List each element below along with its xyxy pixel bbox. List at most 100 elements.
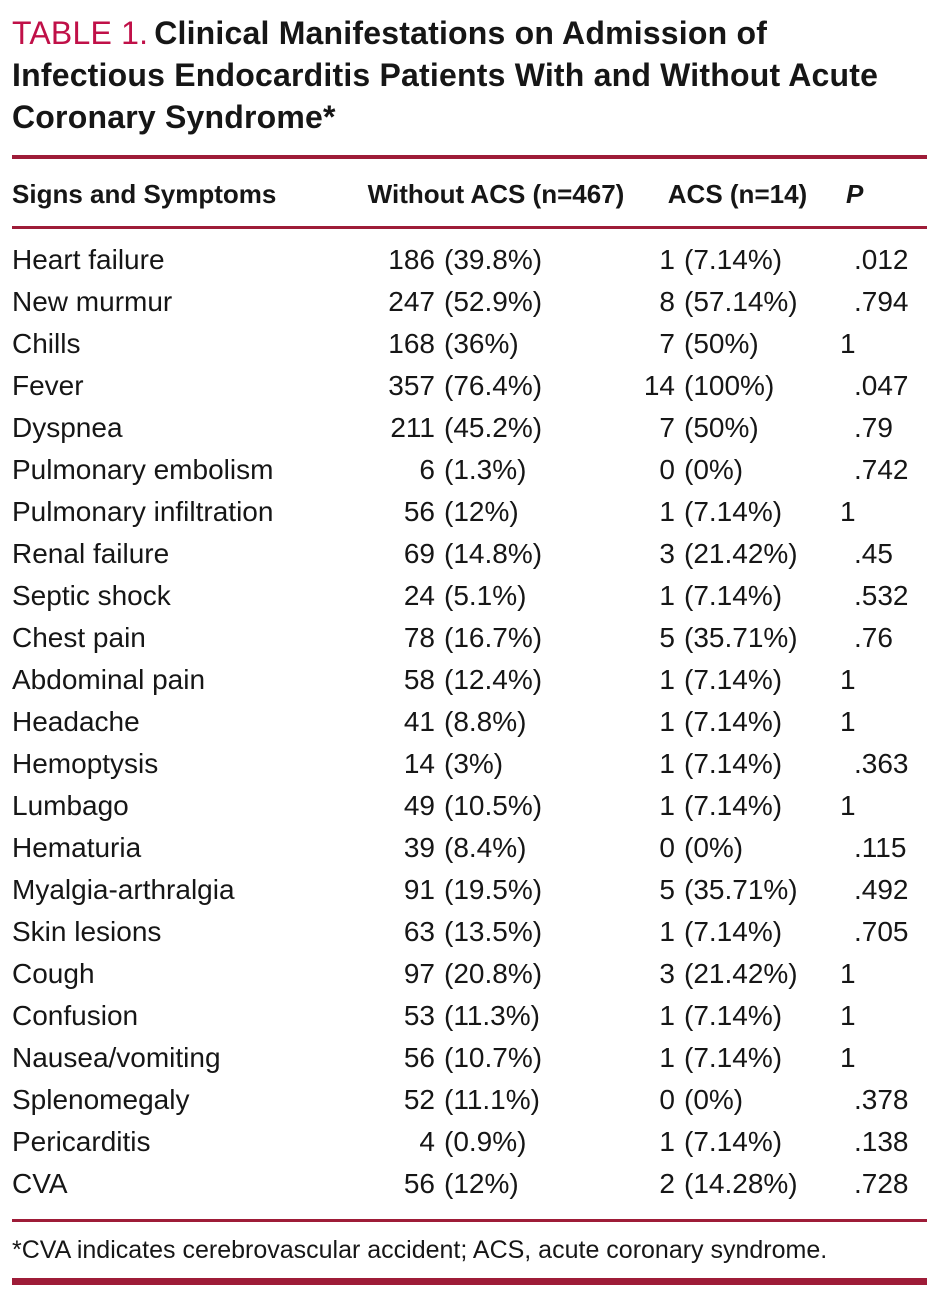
without-acs-count: 168: [388, 327, 435, 359]
p-value-cell: 1: [840, 659, 927, 701]
acs-percent: (57.14%): [684, 285, 798, 317]
acs-percent: (7.14%): [684, 915, 783, 947]
without-acs-cell: 357 (76.4%): [357, 365, 635, 407]
table-row: Headache 41 (8.8%) 1 (7.14%) 1: [12, 701, 927, 743]
p-value-cell: 1: [840, 1037, 927, 1079]
sign-label: Hematuria: [12, 831, 142, 863]
acs-cell: 0 (0%): [635, 827, 840, 869]
sign-cell: Pulmonary embolism: [12, 449, 357, 491]
sign-cell: New murmur: [12, 281, 357, 323]
without-acs-percent: (11.1%): [444, 1083, 540, 1115]
p-value-integer-part: 1: [840, 957, 856, 989]
without-acs-percent: (12%): [444, 495, 519, 527]
without-acs-cell: 186 (39.8%): [357, 227, 635, 281]
without-acs-count: 56: [403, 1167, 435, 1199]
without-acs-cell: 52 (11.1%): [357, 1079, 635, 1121]
without-acs-cell: 91 (19.5%): [357, 869, 635, 911]
acs-percent: (21.42%): [684, 957, 798, 989]
acs-count: 5: [659, 873, 675, 905]
acs-percent: (14.28%): [684, 1167, 798, 1199]
p-value-cell: .012: [840, 227, 927, 281]
without-acs-count: 91: [403, 873, 435, 905]
without-acs-cell: 49 (10.5%): [357, 785, 635, 827]
without-acs-percent: (36%): [444, 327, 519, 359]
p-value-integer-part: 1: [840, 999, 856, 1031]
acs-percent: (7.14%): [684, 495, 783, 527]
without-acs-cell: 168 (36%): [357, 323, 635, 365]
acs-count: 0: [659, 831, 675, 863]
table-row: Hematuria 39 (8.4%) 0 (0%) .115: [12, 827, 927, 869]
without-acs-cell: 6 (1.3%): [357, 449, 635, 491]
sign-cell: CVA: [12, 1163, 357, 1205]
acs-percent: (0%): [684, 831, 744, 863]
sign-label: Dyspnea: [12, 411, 123, 443]
table-row: Heart failure 186 (39.8%) 1 (7.14%) .012: [12, 227, 927, 281]
table-body: Heart failure 186 (39.8%) 1 (7.14%) .012 N…: [12, 227, 927, 1205]
acs-count: 3: [659, 537, 675, 569]
table-row: Septic shock 24 (5.1%) 1 (7.14%) .532: [12, 575, 927, 617]
sign-label: Chills: [12, 327, 81, 359]
without-acs-count: 56: [403, 1041, 435, 1073]
without-acs-count: 78: [403, 621, 435, 653]
without-acs-cell: 56 (12%): [357, 1163, 635, 1205]
p-value-integer-part: 1: [840, 789, 856, 821]
acs-count: 1: [659, 1041, 675, 1073]
sign-label: Abdominal pain: [12, 663, 206, 695]
p-value-integer-part: 1: [840, 1041, 856, 1073]
p-value-integer-part: 1: [840, 663, 856, 695]
column-header-signs-and-symptoms: Signs and Symptoms: [12, 158, 357, 229]
without-acs-percent: (1.3%): [444, 453, 527, 485]
sign-cell: Dyspnea: [12, 407, 357, 449]
p-value-cell: 1: [840, 701, 927, 743]
sign-cell: Renal failure: [12, 533, 357, 575]
without-acs-percent: (19.5%): [444, 873, 543, 905]
without-acs-cell: 63 (13.5%): [357, 911, 635, 953]
p-value-cell: .138: [840, 1121, 927, 1163]
without-acs-count: 56: [403, 495, 435, 527]
p-value-fraction-part: .45: [854, 537, 893, 569]
sign-label: Cough: [12, 957, 95, 989]
table-row: Chest pain 78 (16.7%) 5 (35.71%) .76: [12, 617, 927, 659]
without-acs-count: 6: [419, 453, 435, 485]
acs-cell: 1 (7.14%): [635, 659, 840, 701]
sign-cell: Hematuria: [12, 827, 357, 869]
without-acs-count: 247: [388, 285, 435, 317]
sign-cell: Hemoptysis: [12, 743, 357, 785]
bottom-divider: [12, 1277, 927, 1285]
sign-label: Fever: [12, 369, 84, 401]
acs-percent: (7.14%): [684, 663, 783, 695]
p-value-fraction-part: .138: [854, 1125, 909, 1157]
table-row: Abdominal pain 58 (12.4%) 1 (7.14%) 1: [12, 659, 927, 701]
p-value-fraction-part: .794: [854, 285, 909, 317]
acs-percent: (7.14%): [684, 999, 783, 1031]
table-title: TABLE 1. Clinical Manifestations on Admis…: [12, 12, 927, 139]
sign-cell: Fever: [12, 365, 357, 407]
p-value-cell: 1: [840, 953, 927, 995]
table-row: Pulmonary infiltration 56 (12%) 1 (7.14%) …: [12, 491, 927, 533]
acs-count: 2: [659, 1167, 675, 1199]
acs-percent: (7.14%): [684, 1041, 783, 1073]
without-acs-count: 52: [403, 1083, 435, 1115]
without-acs-percent: (11.3%): [444, 999, 540, 1031]
table-row: Confusion 53 (11.3%) 1 (7.14%) 1: [12, 995, 927, 1037]
p-value-fraction-part: .76: [854, 621, 893, 653]
sign-cell: Pulmonary infiltration: [12, 491, 357, 533]
acs-percent: (50%): [684, 411, 759, 443]
acs-count: 1: [659, 747, 675, 779]
acs-cell: 1 (7.14%): [635, 1121, 840, 1163]
p-value-cell: 1: [840, 995, 927, 1037]
sign-label: Renal failure: [12, 537, 170, 569]
without-acs-cell: 247 (52.9%): [357, 281, 635, 323]
acs-cell: 1 (7.14%): [635, 227, 840, 281]
acs-cell: 0 (0%): [635, 449, 840, 491]
without-acs-count: 24: [403, 579, 435, 611]
table-footnote: *CVA indicates cerebrovascular accident;…: [12, 1235, 828, 1264]
without-acs-count: 357: [388, 369, 435, 401]
p-value-cell: .728: [840, 1163, 927, 1205]
acs-cell: 1 (7.14%): [635, 701, 840, 743]
sign-cell: Chest pain: [12, 617, 357, 659]
clinical-manifestations-table: Signs and Symptoms Without ACS (n=467) A…: [12, 158, 927, 1205]
without-acs-count: 97: [403, 957, 435, 989]
without-acs-cell: 56 (10.7%): [357, 1037, 635, 1079]
